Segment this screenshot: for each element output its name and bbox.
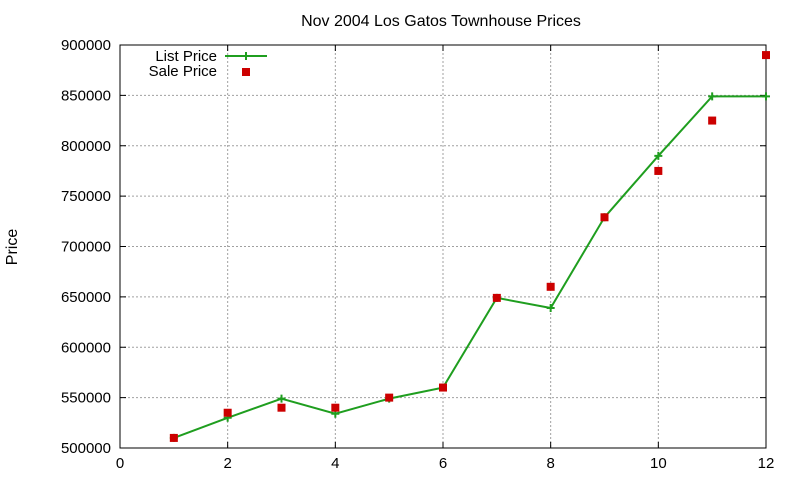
x-tick-label: 0 <box>116 455 124 472</box>
legend-label-list-price: List Price <box>155 48 217 65</box>
list-price-point <box>546 303 555 312</box>
y-tick-label: 900000 <box>61 37 111 54</box>
sale-price-point <box>762 51 770 60</box>
chart-title: Nov 2004 Los Gatos Townhouse Prices <box>301 13 581 30</box>
x-tick-label: 2 <box>223 455 231 472</box>
y-axis-label: Price <box>4 229 21 266</box>
x-tick-label: 4 <box>331 455 339 472</box>
y-tick-label: 800000 <box>61 138 111 155</box>
series <box>169 51 770 442</box>
legend: List Price Sale Price <box>149 48 267 80</box>
list-price-point <box>654 151 663 160</box>
sale-price-point <box>277 403 286 412</box>
y-tick-label: 650000 <box>61 289 111 306</box>
sale-price-point <box>385 393 394 402</box>
y-tick-label: 600000 <box>61 339 111 356</box>
sale-price-point <box>600 213 609 222</box>
y-tick-label: 500000 <box>61 440 111 457</box>
legend-plus-marker <box>242 52 250 60</box>
sale-price-point <box>331 403 340 412</box>
list-price-line <box>173 95 766 439</box>
legend-label-sale-price: Sale Price <box>149 63 217 80</box>
x-tick-label: 12 <box>758 455 775 472</box>
sale-price-point <box>492 293 501 302</box>
sale-price-point <box>546 282 555 291</box>
axis-ticks: 500000 550000 600000 650000 700000 750000 8000… <box>61 37 774 472</box>
y-tick-label: 850000 <box>61 87 111 104</box>
y-tick-label: 750000 <box>61 188 111 205</box>
list-price-point <box>762 92 770 101</box>
y-tick-label: 700000 <box>61 239 111 256</box>
sale-price-point <box>439 383 447 392</box>
grid-lines <box>120 45 766 448</box>
sale-price-point <box>654 166 663 175</box>
x-tick-label: 10 <box>650 455 667 472</box>
legend-swatch-sale-price <box>242 68 250 76</box>
list-price-point <box>708 92 717 101</box>
list-price-point <box>277 394 286 403</box>
sale-price-point <box>169 433 178 442</box>
x-tick-label: 6 <box>439 455 447 472</box>
y-tick-label: 550000 <box>61 390 111 407</box>
sale-price-point <box>223 408 232 417</box>
sale-price-point <box>708 116 717 125</box>
x-tick-label: 8 <box>546 455 554 472</box>
